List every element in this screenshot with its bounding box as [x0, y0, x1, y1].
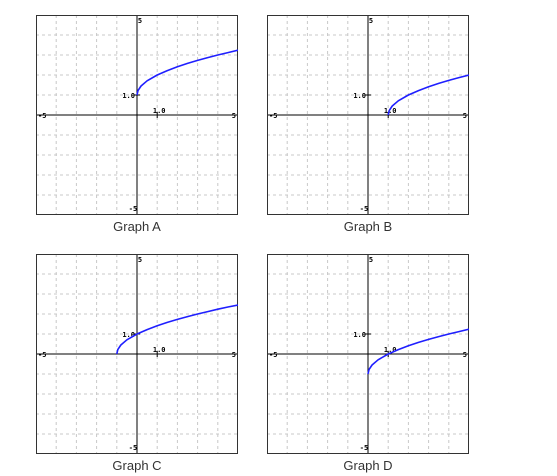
plot-border [267, 254, 469, 454]
x-max-label: 5 [232, 351, 236, 359]
graph-c-panel: -5 5 5 -5 1.0 1.0 Graph C [36, 254, 238, 473]
x-mark-label: 1.0 [153, 346, 166, 354]
graph-d-caption: Graph D [343, 458, 393, 473]
y-mark-label: 1.0 [353, 92, 366, 100]
graph-a-panel: -5 5 5 -5 1.0 1.0 Graph A [36, 15, 238, 234]
series-line [116, 304, 238, 355]
graph-c-caption: Graph C [112, 458, 162, 473]
x-max-label: 5 [463, 112, 467, 120]
graph-b-panel: -5 5 5 -5 1.0 1.0 Graph B [267, 15, 469, 234]
y-max-label: 5 [138, 256, 142, 264]
x-min-label: -5 [38, 351, 46, 359]
x-min-label: -5 [38, 112, 46, 120]
y-max-label: 5 [369, 256, 373, 264]
y-mark-label: 1.0 [122, 331, 135, 339]
graph-c-plot: -5 5 5 -5 1.0 1.0 [36, 254, 238, 454]
y-max-label: 5 [138, 17, 142, 25]
series-line [367, 328, 469, 375]
graph-d-panel: -5 5 5 -5 1.0 1.0 Graph D [267, 254, 469, 473]
y-max-label: 5 [369, 17, 373, 25]
series-line [136, 49, 238, 96]
graph-a-caption: Graph A [113, 219, 161, 234]
plot-border [36, 15, 238, 215]
x-max-label: 5 [463, 351, 467, 359]
x-mark-label: 1.0 [384, 107, 397, 115]
plot-border [36, 254, 238, 454]
x-mark-label: 1.0 [384, 346, 397, 354]
x-max-label: 5 [232, 112, 236, 120]
x-min-label: -5 [269, 351, 277, 359]
y-min-label: -5 [360, 444, 368, 452]
graph-d-plot: -5 5 5 -5 1.0 1.0 [267, 254, 469, 454]
y-mark-label: 1.0 [353, 331, 366, 339]
graph-b-caption: Graph B [343, 219, 393, 234]
series-line [387, 74, 469, 116]
y-mark-label: 1.0 [122, 92, 135, 100]
plot-border [267, 15, 469, 215]
graph-b-plot: -5 5 5 -5 1.0 1.0 [267, 15, 469, 215]
graph-a-plot: -5 5 5 -5 1.0 1.0 [36, 15, 238, 215]
y-min-label: -5 [129, 444, 137, 452]
y-min-label: -5 [129, 205, 137, 213]
x-min-label: -5 [269, 112, 277, 120]
x-mark-label: 1.0 [153, 107, 166, 115]
y-min-label: -5 [360, 205, 368, 213]
